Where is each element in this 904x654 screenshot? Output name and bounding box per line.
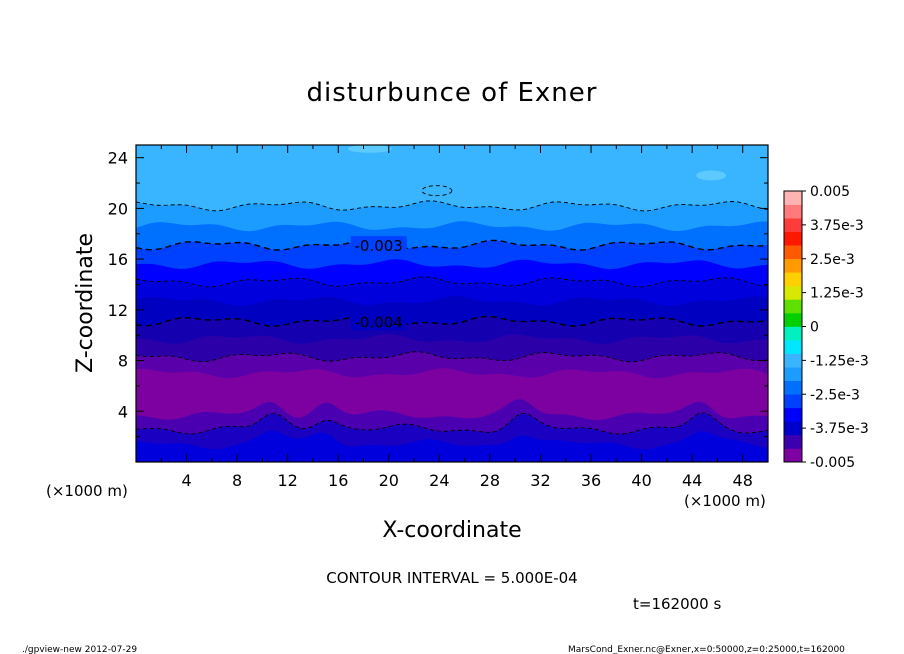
colorbar-cell (784, 231, 802, 246)
colorbar: 0.005 3.75e-3 2.5e-3 1.25e-3 0 -1.25e-3 -2.5e-… (783, 184, 869, 471)
x-tick-label: 16 (328, 471, 348, 490)
y-tick-label: 8 (118, 352, 128, 371)
colorbar-cell (784, 191, 802, 205)
colorbar-cell (784, 367, 802, 381)
colorbar-cell (784, 448, 802, 463)
colorbar-tick-label: 2.5e-3 (810, 252, 855, 268)
colorbar-tick-label: 1.25e-3 (810, 286, 864, 302)
colorbar-cell (784, 353, 802, 368)
y-tick-label: 4 (118, 402, 128, 421)
colorbar-cell (784, 394, 802, 409)
plot-frame (135, 144, 769, 463)
x-axis: 4 8 12 16 20 24 28 32 36 40 44 48 (160, 145, 753, 490)
contour-bands (136, 144, 768, 462)
footer-right: MarsCond_Exner.nc@Exner,x=0:50000,z=0:25… (568, 645, 845, 654)
colorbar-cell (784, 285, 802, 300)
colorbar-cell (784, 434, 802, 449)
contour-interval-text: CONTOUR INTERVAL = 5.000E-04 (326, 569, 577, 587)
contour-line (135, 315, 769, 327)
colorbar-cell (784, 340, 802, 354)
y-tick-label: 24 (108, 149, 128, 168)
x-tick-label: 36 (581, 471, 601, 490)
colorbar-cell (784, 421, 802, 436)
x-tick-label: 20 (379, 471, 399, 490)
x-tick-label: 40 (631, 471, 651, 490)
x-unit-label-left: (×1000 m) (46, 482, 128, 500)
y-axis-label: Z-coordinate (73, 233, 98, 373)
colorbar-tick-label: -0.005 (810, 455, 855, 471)
y-tick-label: 12 (108, 301, 128, 320)
contour-line (135, 276, 769, 288)
x-tick-label: 28 (480, 471, 500, 490)
chart-title: disturbunce of Exner (307, 78, 598, 108)
colorbar-cell (784, 258, 802, 273)
colorbar-cell (784, 312, 802, 327)
colorbar-cells (784, 191, 802, 463)
colorbar-tick-label: -3.75e-3 (810, 421, 869, 437)
colorbar-cell (784, 272, 802, 287)
x-tick-label: 32 (530, 471, 550, 490)
contour-label-bg (350, 236, 407, 255)
colorbar-tick-label: 3.75e-3 (810, 218, 864, 234)
contour-band (136, 430, 768, 462)
footer-left: ./gpview-new 2012-07-29 (22, 645, 137, 654)
contour-label-bg (350, 312, 407, 331)
y-axis: 4 8 12 16 20 24 (108, 149, 768, 438)
colorbar-cell (784, 218, 802, 232)
colorbar-tick-label: -2.5e-3 (810, 387, 860, 403)
contour-label: -0.004 (355, 313, 403, 331)
y-tick-label: 20 (108, 199, 128, 218)
contour-line (135, 351, 769, 363)
x-tick-label: 48 (733, 471, 753, 490)
x-axis-label: X-coordinate (382, 518, 521, 543)
colorbar-cell (784, 204, 802, 219)
plot-area: -0.003 -0.004 (135, 144, 769, 463)
x-tick-label: 8 (232, 471, 242, 490)
y-tick-label: 16 (108, 250, 128, 269)
colorbar-cell (784, 326, 802, 341)
x-tick-label: 24 (429, 471, 449, 490)
colorbar-cell (784, 407, 802, 422)
x-tick-label: 12 (278, 471, 298, 490)
contour-lines: -0.003 -0.004 (135, 185, 769, 435)
x-tick-label: 44 (682, 471, 702, 490)
colorbar-cell (784, 380, 802, 395)
colorbar-tick-label: 0 (810, 320, 819, 336)
contour-line (135, 239, 769, 251)
colorbar-cell (784, 299, 802, 314)
time-text: t=162000 s (633, 595, 721, 613)
contour-patch (347, 144, 392, 153)
x-tick-label: 4 (181, 471, 191, 490)
colorbar-tick-label: 0.005 (810, 184, 850, 200)
contour-patch (696, 170, 727, 181)
colorbar-labels: 0.005 3.75e-3 2.5e-3 1.25e-3 0 -1.25e-3 -2.5e-… (802, 184, 869, 471)
colorbar-cell (784, 245, 802, 260)
contour-line (421, 185, 453, 197)
contour-line (135, 200, 769, 212)
x-unit-label-right: (×1000 m) (684, 492, 766, 510)
contour-line (135, 412, 769, 435)
colorbar-tick-label: -1.25e-3 (810, 353, 869, 369)
contour-label: -0.003 (355, 237, 403, 255)
